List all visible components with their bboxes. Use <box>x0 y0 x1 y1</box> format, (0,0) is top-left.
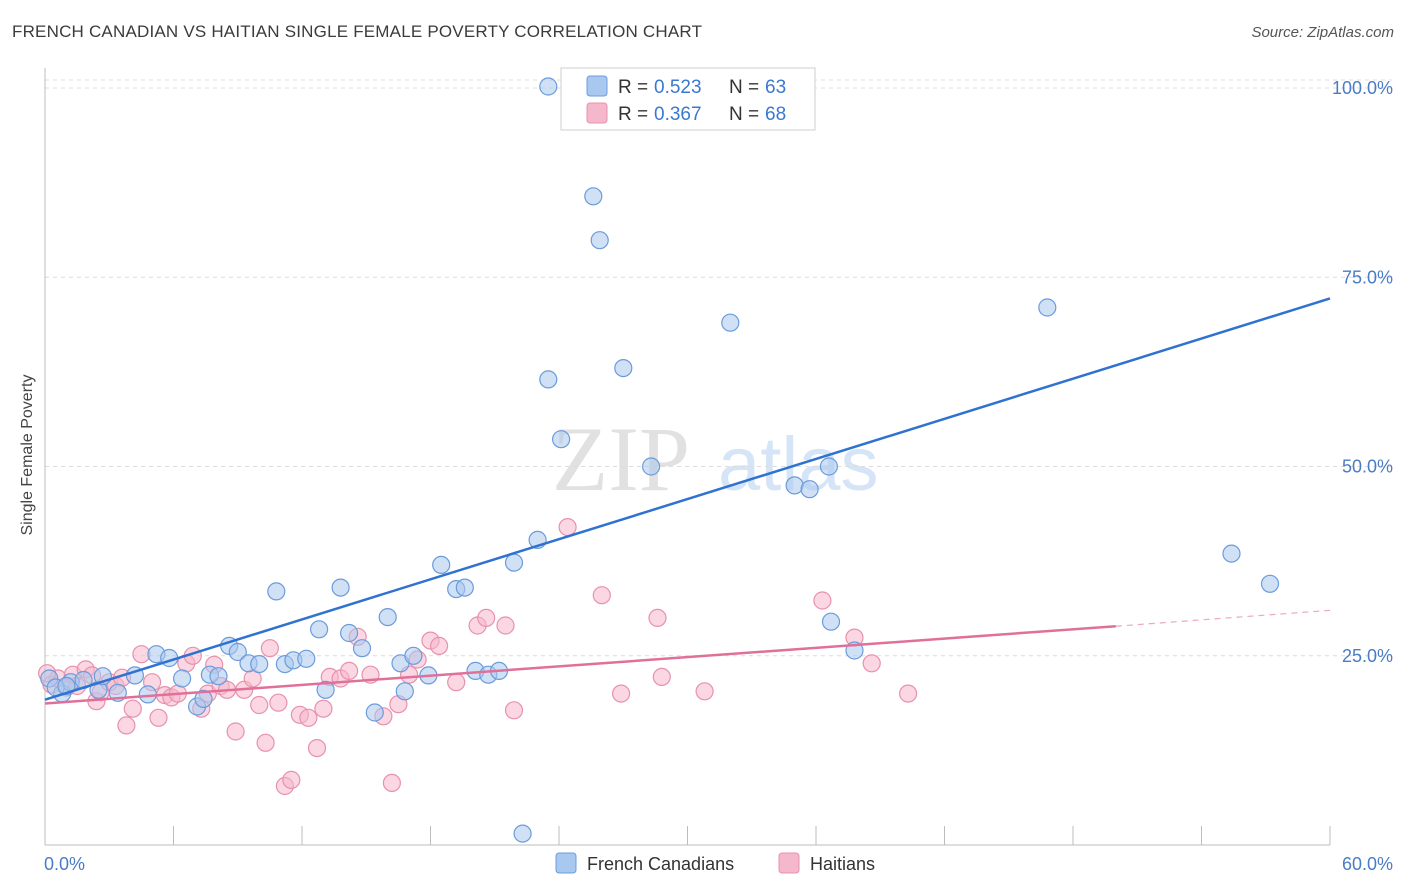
axes <box>44 68 1331 846</box>
haitian-point-60 <box>648 608 667 628</box>
french-canadian-point-44 <box>539 370 558 389</box>
french-canadian-point-48 <box>590 231 609 250</box>
watermark: ZIP atlas <box>552 408 879 510</box>
haitian-point-27 <box>226 722 245 741</box>
french-canadian-point-50 <box>641 457 661 476</box>
haitian-point-30 <box>250 695 269 715</box>
haitian-point-32 <box>260 639 279 658</box>
haitian-point-56 <box>504 701 524 720</box>
haitian-point-39 <box>314 699 333 718</box>
french-canadian-point-13 <box>194 689 213 709</box>
french-canadian-point-62 <box>57 676 76 696</box>
legend-r-label-1: R = <box>618 77 648 98</box>
haitian-point-52 <box>447 673 466 692</box>
french-canadian-point-26 <box>331 578 350 597</box>
haitian-point-13 <box>123 699 142 718</box>
french-canadian-point-59 <box>1222 544 1241 563</box>
french-canadian-point-19 <box>250 654 269 674</box>
french-canadian-point-55 <box>819 457 839 476</box>
tick-labels: 25.0% 50.0% 75.0% 100.0% 0.0% 60.0% <box>44 78 1393 874</box>
haitian-point-65 <box>862 654 881 673</box>
watermark-zip: ZIP <box>552 408 690 510</box>
french-canadian-point-58 <box>1038 298 1057 317</box>
trend-lines <box>44 297 1331 705</box>
haitian-trend-line <box>44 624 1116 705</box>
x-tick-label-0: 0.0% <box>44 854 85 874</box>
bottom-legend-label-haitians: Haitians <box>810 854 875 874</box>
french-canadian-point-60 <box>1260 574 1280 593</box>
french-canadian-point-23 <box>297 649 316 668</box>
haitian-point-46 <box>382 773 401 793</box>
french-canadian-point-35 <box>432 555 451 575</box>
haitian-point-61 <box>652 667 671 687</box>
x-tick-label-1: 60.0% <box>1342 854 1393 874</box>
french-canadian-point-20 <box>267 582 286 601</box>
french-canadian-point-56 <box>821 612 841 631</box>
french-canadian-point-28 <box>352 639 372 658</box>
legend-n-label-2: N = <box>729 104 759 125</box>
french-canadian-point-27 <box>340 623 359 643</box>
haitian-point-31 <box>256 733 275 752</box>
bottom-legend-swatch-haitians <box>778 852 800 874</box>
chart-title: FRENCH CANADIAN VS HAITIAN SINGLE FEMALE… <box>12 22 703 41</box>
french-canadian-point-29 <box>365 703 384 722</box>
french-canadian-point-45 <box>539 77 558 96</box>
haitian-point-16 <box>149 708 168 727</box>
haitian-point-51 <box>430 636 449 656</box>
legend-r-label-2: R = <box>618 104 648 125</box>
french-canadian-point-32 <box>395 682 414 701</box>
french-canadian-point-25 <box>316 680 335 699</box>
french-canadian-point-37 <box>455 578 474 597</box>
haitian-point-35 <box>282 770 301 790</box>
french-canadian-point-11 <box>173 669 192 688</box>
haitian-point-38 <box>307 738 327 758</box>
legend-n-value-1: 63 <box>765 77 786 98</box>
chart-source: Source: ZipAtlas.com <box>1251 24 1394 41</box>
legend-n-label-1: N = <box>729 77 759 98</box>
french-canadian-point-30 <box>378 607 397 627</box>
legend-r-value-2: 0.367 <box>654 104 702 125</box>
french-canadian-point-17 <box>228 642 247 662</box>
french-canadian-point-51 <box>721 313 740 332</box>
legend-swatch-haitians <box>586 102 608 124</box>
haitian-point-63 <box>813 591 832 610</box>
french-canadian-point-46 <box>551 430 571 449</box>
french-canadian-trend-line <box>44 297 1331 701</box>
french-canadian-point-42 <box>513 824 532 843</box>
y-tick-label-2: 75.0% <box>1342 267 1393 287</box>
bottom-legend: French Canadians Haitians <box>555 852 875 874</box>
bottom-legend-swatch-french-canadians <box>555 852 577 874</box>
french-canadian-point-47 <box>584 187 603 206</box>
legend-swatch-french-canadians <box>586 75 608 97</box>
haitian-point-59 <box>611 684 631 703</box>
french-canadian-point-15 <box>209 667 228 686</box>
haitian-point-66 <box>898 684 918 703</box>
haitian-trend-line-extension <box>1115 609 1331 627</box>
french-canadian-point-41 <box>504 553 524 572</box>
haitian-point-55 <box>496 616 515 635</box>
y-tick-label-1: 50.0% <box>1342 457 1393 477</box>
haitian-point-37 <box>299 708 318 727</box>
bottom-legend-label-french-canadians: French Canadians <box>587 854 734 874</box>
legend-n-value-2: 68 <box>765 104 786 125</box>
y-tick-label-3: 100.0% <box>1332 78 1393 98</box>
haitian-point-62 <box>695 682 714 701</box>
french-canadian-point-33 <box>404 646 423 665</box>
grid-lines <box>45 79 1392 657</box>
french-canadian-point-54 <box>800 480 819 499</box>
haitian-point-12 <box>117 716 136 735</box>
haitian-point-57 <box>558 517 577 537</box>
y-tick-label-0: 25.0% <box>1342 646 1393 666</box>
legend-r-value-1: 0.523 <box>654 77 702 98</box>
haitian-point-54 <box>477 608 496 628</box>
haitian-point-42 <box>340 661 359 681</box>
haitian-point-58 <box>592 586 611 605</box>
french-canadian-point-24 <box>310 620 329 639</box>
french-canadian-point-49 <box>614 359 633 378</box>
legend-box: R = 0.523 N = 63 R = 0.367 N = 68 <box>560 67 816 131</box>
french-canadian-point-53 <box>785 476 804 495</box>
haitian-point-33 <box>269 693 288 712</box>
